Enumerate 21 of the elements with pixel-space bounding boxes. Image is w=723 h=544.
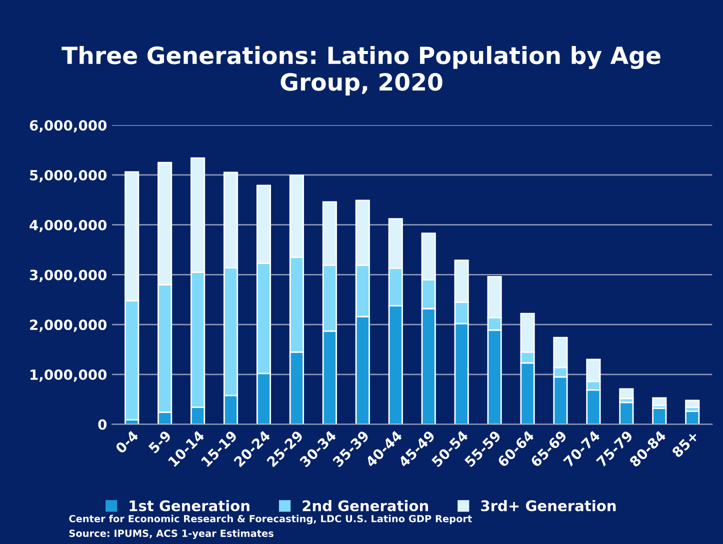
x-tick-label: 85+ bbox=[671, 430, 699, 458]
y-tick-label: 5,000,000 bbox=[30, 170, 107, 182]
x-tick-label: 0-4 bbox=[114, 430, 139, 454]
y-tick-label: 1,000,000 bbox=[30, 369, 107, 382]
y-tick-label: 3,000,000 bbox=[30, 270, 107, 282]
text: Center for Economic Research & Forecasting, LDC U.S. Latino GDP Report bbox=[69, 514, 472, 524]
y-tick-label: 0 bbox=[98, 419, 107, 430]
legend-label: 3rd+ Generation bbox=[481, 500, 616, 512]
legend-label: 1st Generation bbox=[130, 500, 250, 512]
y-tick-label: 4,000,000 bbox=[30, 220, 107, 232]
y-tick-label: 6,000,000 bbox=[30, 120, 107, 132]
chart-title: Three Generations: Latino Population by Age Group, 2020 bbox=[62, 46, 660, 96]
y-tick-label: 2,000,000 bbox=[30, 320, 107, 332]
bar bbox=[685, 400, 700, 408]
source-note: Source: IPUMS, ACS 1-year Estimates bbox=[69, 529, 274, 539]
bar bbox=[652, 397, 667, 406]
bar bbox=[652, 408, 667, 424]
x-tick-label: 5-9 bbox=[148, 430, 172, 454]
bar bbox=[619, 388, 634, 400]
legend-label: 2nd Generation bbox=[302, 500, 428, 512]
bar bbox=[619, 402, 634, 424]
